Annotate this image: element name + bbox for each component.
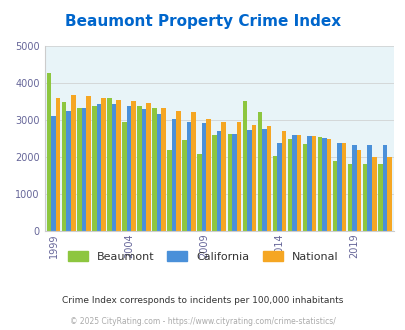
Bar [382,145,386,231]
Bar [51,116,56,231]
Text: © 2025 CityRating.com - https://www.cityrating.com/crime-statistics/: © 2025 CityRating.com - https://www.city… [70,317,335,326]
Legend: Beaumont, California, National: Beaumont, California, National [63,247,342,267]
Bar [317,138,322,231]
Bar [257,112,262,231]
Bar [296,135,301,231]
Bar [81,108,86,231]
Bar [272,156,277,231]
Bar [216,131,221,231]
Bar [362,164,367,231]
Bar [62,102,66,231]
Bar [116,100,120,231]
Bar [212,135,216,231]
Bar [281,131,286,231]
Bar [242,101,247,231]
Bar [186,122,191,231]
Bar [347,164,352,231]
Bar [47,73,51,231]
Bar [262,129,266,231]
Bar [77,108,81,231]
Bar [92,107,96,231]
Bar [302,144,307,231]
Bar [341,144,345,231]
Bar [176,111,180,231]
Bar [131,101,135,231]
Bar [292,135,296,231]
Bar [161,108,165,231]
Bar [152,108,156,231]
Bar [337,143,341,231]
Bar [141,110,146,231]
Bar [197,154,201,231]
Bar [86,96,90,231]
Bar [96,104,101,231]
Bar [332,161,337,231]
Bar [236,122,241,231]
Bar [191,112,196,231]
Bar [182,141,186,231]
Text: Crime Index corresponds to incidents per 100,000 inhabitants: Crime Index corresponds to incidents per… [62,296,343,305]
Bar [111,104,116,231]
Bar [71,95,75,231]
Bar [126,106,131,231]
Bar [352,145,356,231]
Bar [156,114,161,231]
Bar [101,98,105,231]
Bar [56,98,60,231]
Bar [277,143,281,231]
Bar [307,136,311,231]
Bar [122,121,126,231]
Bar [206,119,211,231]
Bar [137,106,141,231]
Bar [107,98,111,231]
Bar [146,104,150,231]
Bar [201,123,206,231]
Bar [247,130,251,231]
Bar [221,122,226,231]
Bar [266,126,271,231]
Bar [377,164,382,231]
Bar [356,150,360,231]
Bar [311,136,315,231]
Bar [232,134,236,231]
Bar [227,134,232,231]
Bar [386,157,390,231]
Bar [167,150,171,231]
Bar [251,125,256,231]
Bar [326,139,330,231]
Bar [66,111,71,231]
Text: Beaumont Property Crime Index: Beaumont Property Crime Index [65,14,340,29]
Bar [371,157,375,231]
Bar [287,139,292,231]
Bar [171,119,176,231]
Bar [367,145,371,231]
Bar [322,138,326,231]
